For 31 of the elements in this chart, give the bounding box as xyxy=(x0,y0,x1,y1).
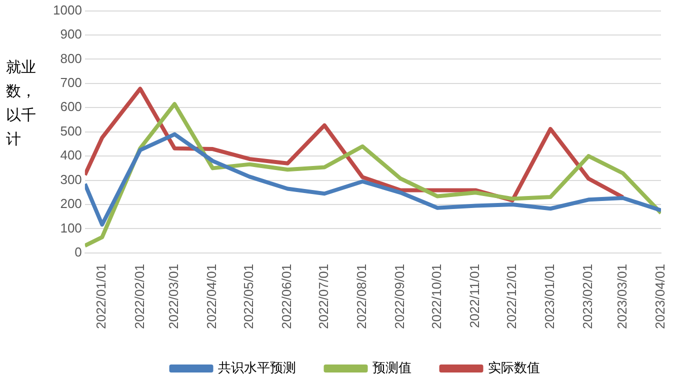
x-tick-label: 2023/01/01 xyxy=(542,264,558,330)
x-tick-label: 2023/02/01 xyxy=(580,264,596,330)
x-tick-label: 2022/12/01 xyxy=(504,264,519,330)
y-axis-title: 就业数，以千计 xyxy=(6,57,37,150)
x-tick-label: 2022/06/01 xyxy=(279,264,294,330)
y-tick-label: 400 xyxy=(60,148,82,163)
x-tick-label: 2023/04/01 xyxy=(652,264,668,330)
legend-label: 共识水平预测 xyxy=(218,360,296,375)
x-tick-label: 2023/03/01 xyxy=(614,264,630,330)
y-tick-label: 700 xyxy=(60,75,82,90)
x-tick-label: 2022/08/01 xyxy=(354,264,370,330)
x-tick-label: 2022/03/01 xyxy=(166,264,182,330)
x-tick-label: 2022/02/01 xyxy=(132,264,147,330)
y-tick-label: 600 xyxy=(60,99,82,114)
y-tick-label: 500 xyxy=(60,123,82,138)
x-tick-label: 2022/01/01 xyxy=(94,264,109,330)
y-tick-label: 900 xyxy=(60,26,82,42)
y-tick-label: 1000 xyxy=(53,2,82,18)
legend-label: 实际数值 xyxy=(488,360,540,375)
x-tick-label: 2022/10/01 xyxy=(429,264,444,330)
y-tick-label: 200 xyxy=(60,196,82,212)
y-tick-label: 0 xyxy=(74,244,82,260)
x-tick-label: 2022/04/01 xyxy=(204,264,220,330)
y-tick-label: 100 xyxy=(60,220,82,236)
y-tick-label: 800 xyxy=(60,50,82,66)
x-tick-label: 2022/09/01 xyxy=(392,264,408,330)
y-tick-label: 300 xyxy=(60,172,82,187)
legend-label: 预测值 xyxy=(372,360,412,375)
x-tick-label: 2022/05/01 xyxy=(241,264,256,330)
x-tick-label: 2022/11/01 xyxy=(467,264,482,328)
x-tick-label: 2022/07/01 xyxy=(316,264,332,330)
